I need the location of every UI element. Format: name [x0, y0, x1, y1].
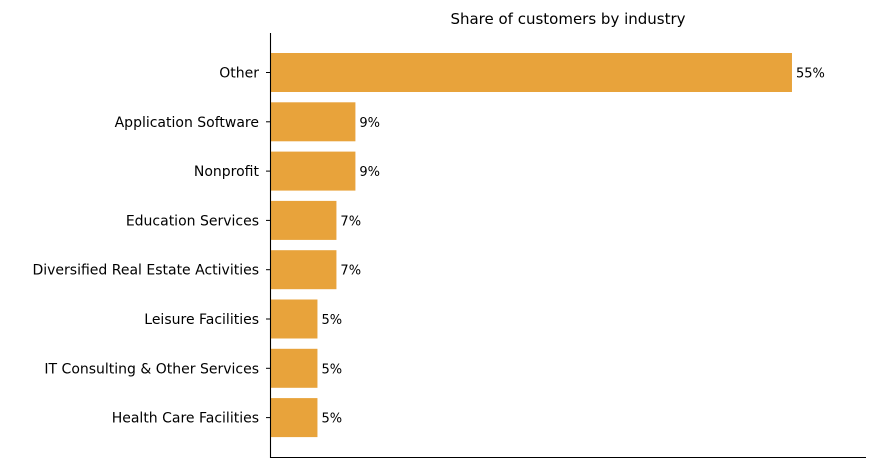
- y-tick-label: Leisure Facilities: [144, 312, 259, 328]
- data-label: 9%: [359, 116, 380, 131]
- bar: [270, 398, 318, 438]
- bar: [270, 102, 356, 142]
- chart-title: Share of customers by industry: [450, 10, 685, 28]
- labels-layer: Other 55% Application Software 9% Nonprofit 9…: [32, 66, 824, 427]
- bar: [270, 250, 337, 290]
- data-label: 7%: [340, 264, 361, 279]
- data-label: 7%: [340, 214, 361, 229]
- bar: [270, 299, 318, 339]
- y-tick-label: Application Software: [115, 115, 259, 131]
- data-label: 5%: [321, 412, 342, 427]
- data-label: 5%: [321, 313, 342, 328]
- data-label: 55%: [796, 67, 825, 82]
- bar: [270, 348, 318, 388]
- data-label: 5%: [321, 362, 342, 377]
- bar: [270, 200, 337, 240]
- y-tick-label: Health Care Facilities: [112, 411, 259, 427]
- y-tick-label: Diversified Real Estate Activities: [32, 263, 259, 279]
- bar: [270, 53, 792, 92]
- y-tick-label: Nonprofit: [194, 164, 260, 180]
- y-tick-label: Other: [219, 66, 259, 82]
- bar: [270, 151, 356, 191]
- y-tick-label: Education Services: [126, 213, 259, 229]
- bars-layer: [270, 53, 792, 438]
- y-tick-label: IT Consulting & Other Services: [44, 361, 259, 377]
- data-label: 9%: [359, 165, 380, 180]
